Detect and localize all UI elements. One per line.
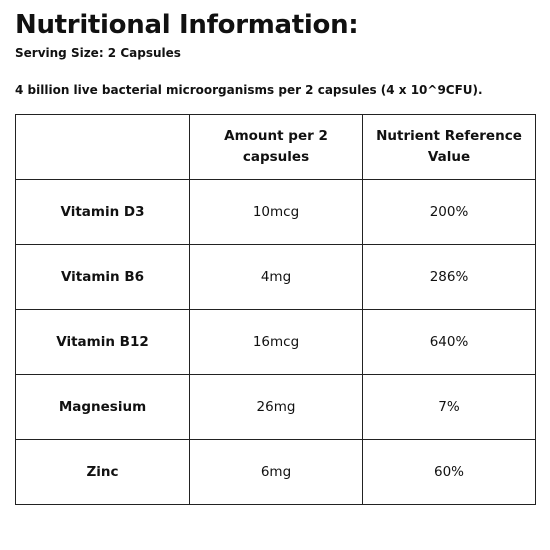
nutrient-name: Vitamin B12 [15, 309, 190, 375]
nutrient-nrv: 286% [362, 244, 536, 310]
nutrient-name: Zinc [15, 439, 190, 505]
nutrient-amount: 6mg [189, 439, 363, 505]
table-row: Vitamin D3 10mcg 200% [15, 179, 536, 245]
nutrition-table: Amount per 2 capsules Nutrient Reference… [15, 114, 536, 505]
table-row: Vitamin B6 4mg 286% [15, 244, 536, 310]
nutrient-amount: 16mcg [189, 309, 363, 375]
cfu-note: 4 billion live bacterial microorganisms … [15, 83, 483, 97]
table-row: Vitamin B12 16mcg 640% [15, 309, 536, 375]
nutrient-amount: 4mg [189, 244, 363, 310]
nutrient-name: Vitamin B6 [15, 244, 190, 310]
nutrient-name: Vitamin D3 [15, 179, 190, 245]
header-amount: Amount per 2 capsules [189, 114, 363, 180]
nutrient-amount: 26mg [189, 374, 363, 440]
header-nutrient [15, 114, 190, 180]
page-title: Nutritional Information: [15, 10, 359, 40]
nutrient-nrv: 200% [362, 179, 536, 245]
table-row: Zinc 6mg 60% [15, 439, 536, 505]
table-row: Magnesium 26mg 7% [15, 374, 536, 440]
nutrient-nrv: 60% [362, 439, 536, 505]
nutrient-amount: 10mcg [189, 179, 363, 245]
serving-size: Serving Size: 2 Capsules [15, 46, 181, 60]
nutrient-name: Magnesium [15, 374, 190, 440]
nutrient-nrv: 640% [362, 309, 536, 375]
table-header-row: Amount per 2 capsules Nutrient Reference… [15, 114, 536, 180]
header-nrv: Nutrient Reference Value [362, 114, 536, 180]
nutrient-nrv: 7% [362, 374, 536, 440]
